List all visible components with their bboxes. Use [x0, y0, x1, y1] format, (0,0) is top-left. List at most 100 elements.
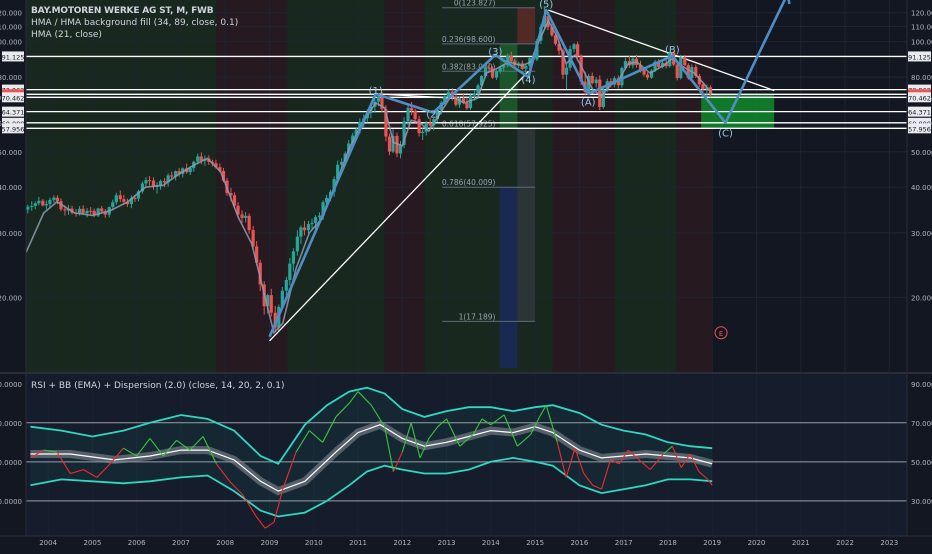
candle-body [258, 262, 262, 285]
key-level-label-left: 57.956 [2, 125, 25, 133]
rsi-line-segment [215, 463, 231, 482]
rsi-line-segment [348, 391, 359, 404]
candle-body [236, 205, 240, 215]
candle-body [354, 129, 358, 136]
wave-label: (A) [581, 97, 596, 108]
candle-body [435, 110, 439, 120]
candle-body [402, 121, 406, 145]
candle-body [657, 61, 661, 67]
wave-arrow-head [779, 0, 791, 5]
symbol-title[interactable]: BAY.MOTOREN WERKE AG ST, M, FWB [31, 6, 214, 16]
x-tick-label: 2019 [703, 539, 721, 547]
rsi-line-segment [663, 445, 673, 455]
key-level-label-right: 70.462 [908, 94, 931, 102]
wave-label: (2) [426, 110, 440, 121]
candle-body [26, 206, 30, 210]
y-tick-label-left: 100.000 [0, 39, 22, 47]
candle-body [340, 161, 344, 165]
candle-body [395, 135, 399, 154]
candle-body [391, 135, 395, 152]
rsi-line-segment [707, 479, 713, 486]
candle-body [37, 200, 41, 204]
candle-body [380, 96, 384, 110]
candle-body [317, 215, 322, 218]
x-tick-label: 2014 [482, 539, 500, 547]
wave-label: (3) [488, 47, 502, 58]
key-level-label-right: 57.956 [908, 125, 931, 133]
rsi-line-segment [370, 404, 386, 427]
rsi-line-segment [295, 430, 310, 453]
rsi-line-segment [384, 426, 394, 472]
candle-body [251, 230, 255, 247]
candle-body [557, 43, 561, 51]
rsi-line-segment [273, 489, 284, 523]
candle-body [616, 78, 620, 86]
candle-body [63, 209, 67, 211]
x-tick-label: 2010 [305, 539, 323, 547]
candle-body [461, 98, 466, 103]
y-tick-label-left: 50.000 [0, 149, 22, 157]
rsi-line-segment [70, 469, 84, 475]
rsi-line-segment [503, 414, 518, 447]
candle-body [502, 65, 506, 68]
candle-body [321, 202, 325, 216]
rsi-line-segment [601, 459, 611, 490]
rsi-line-segment [481, 418, 492, 426]
wave-label: (5) [539, 0, 553, 11]
rsi-line-segment [123, 447, 137, 457]
candle-body [683, 57, 687, 66]
candle-body [598, 79, 602, 107]
candle-body [166, 175, 170, 183]
rsi-line-segment [308, 430, 323, 443]
candle-body [576, 44, 580, 57]
elliott-wave-path [268, 0, 787, 338]
candle-body [498, 67, 502, 72]
candle-body [114, 195, 118, 203]
rsi-line-segment [556, 442, 567, 478]
x-tick-label: 2012 [393, 539, 411, 547]
candle-body [443, 96, 447, 103]
key-level-label-left: 70.462 [2, 94, 25, 102]
rsi-line-segment [202, 436, 217, 465]
candle-body [174, 171, 178, 177]
trend-line [548, 9, 775, 92]
candle-body [122, 199, 126, 202]
candle-body [44, 204, 48, 206]
candle-body [406, 107, 410, 122]
rsi-line-segment [30, 449, 44, 459]
key-level-tag-left [2, 106, 24, 117]
y-tick-label-left: 120.000 [0, 10, 22, 18]
rsi-bb-basis [30, 424, 713, 492]
rsi-line-segment [574, 447, 585, 474]
candle-body [384, 109, 388, 137]
rsi-line-segment [446, 418, 461, 447]
y-tick-label-right: 50.000 [911, 149, 932, 157]
x-tick-label: 2018 [659, 539, 677, 547]
rsi-line-segment [636, 457, 651, 471]
rsi-line-segment [357, 391, 372, 406]
wave-label: (4) [521, 75, 535, 86]
rsi-line-segment [680, 453, 691, 468]
indicator-rsi-label[interactable]: RSI + BB (EMA) + Dispersion (2.0) (close… [31, 381, 285, 391]
y-tick-label-right: 20.000 [911, 294, 932, 302]
indicator-hma-fill-label[interactable]: HMA / HMA background fill (34, 89, close… [31, 18, 239, 28]
fib-zone-red [517, 7, 536, 44]
candle-body [158, 181, 163, 186]
rsi-bb-upper [30, 386, 713, 465]
y-tick-label-left: 80.000 [0, 74, 22, 82]
rsi-line-segment [610, 459, 620, 465]
rsi-line-segment [530, 416, 541, 435]
candle-body [147, 180, 152, 182]
candle-body [255, 246, 259, 263]
candle-body [653, 61, 657, 71]
rsi-line-segment [410, 422, 421, 459]
rsi-line-segment [517, 434, 532, 447]
indicator-hma-label[interactable]: HMA (21, close) [31, 30, 102, 40]
earnings-marker [714, 326, 728, 340]
candle-body [111, 202, 115, 208]
rsi-line-segment [189, 436, 204, 451]
rsi-line-segment [149, 438, 164, 457]
rsi-line-segment [401, 422, 412, 453]
rsi-line-segment [255, 516, 266, 529]
rsi-y-tick-left: 90.0000 [0, 381, 22, 389]
